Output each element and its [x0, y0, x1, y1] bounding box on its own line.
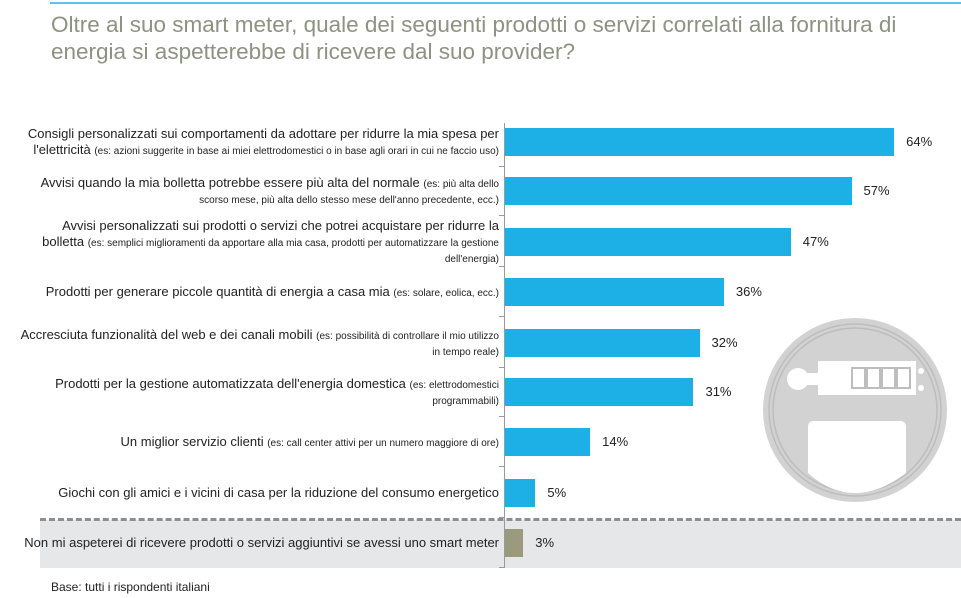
bar [505, 329, 700, 357]
data-label: 3% [535, 535, 555, 550]
data-label: 32% [711, 335, 738, 350]
category-example-text: (es: possibilità di controllare il mio u… [316, 331, 499, 358]
category-main-text: Avvisi quando la mia bolletta potrebbe e… [40, 175, 420, 190]
category-main-text: Consigli personalizzati sui comportament… [27, 126, 499, 157]
category-example-text: (es: solare, eolica, ecc.) [393, 288, 499, 299]
category-label: Consigli personalizzati sui comportament… [19, 126, 499, 158]
axis-tick [499, 215, 504, 216]
category-main-text: Avvisi personalizzati sui prodotti o ser… [42, 218, 499, 249]
axis-tick [499, 466, 504, 467]
dashed-separator [40, 518, 961, 521]
smart-meter-icon [763, 318, 947, 502]
category-label: Prodotti per la gestione automatizzata d… [19, 376, 499, 408]
data-label: 5% [547, 485, 567, 500]
category-example-text: (es: più alta dello scorso mese, più alt… [199, 179, 499, 206]
category-main-text: Un miglior servizio clienti [120, 434, 264, 449]
category-axis [504, 123, 505, 568]
bar [505, 428, 591, 456]
axis-tick [499, 266, 504, 267]
data-label: 14% [602, 434, 629, 449]
axis-tick [499, 567, 504, 568]
chart-title: Oltre al suo smart meter, quale dei segu… [51, 12, 897, 64]
axis-tick [499, 166, 504, 167]
axis-tick [499, 517, 504, 518]
data-label: 47% [802, 234, 829, 249]
data-label: 31% [705, 384, 732, 399]
bar [505, 177, 852, 205]
category-example-text: (es: semplici miglioramenti da apportare… [87, 238, 499, 265]
category-label: Prodotti per generare piccole quantità d… [19, 284, 499, 300]
category-main-text: Giochi con gli amici e i vicini di casa … [58, 485, 499, 500]
bar [505, 228, 791, 256]
category-label: Un miglior servizio clienti (es: call ce… [19, 434, 499, 450]
other-response-band [40, 520, 961, 568]
category-example-text: (es: azioni suggerite in base ai miei el… [94, 146, 499, 157]
axis-tick [499, 416, 504, 417]
data-label: 57% [863, 183, 890, 198]
category-main-text: Accresciuta funzionalità del web e dei c… [20, 327, 313, 342]
bar [505, 479, 536, 507]
base-note: Base: tutti i rispondenti italiani [51, 580, 210, 594]
axis-tick [499, 367, 504, 368]
category-label: Giochi con gli amici e i vicini di casa … [19, 485, 499, 501]
category-main-text: Prodotti per la gestione automatizzata d… [55, 376, 406, 391]
bar [505, 278, 724, 306]
bar [505, 529, 524, 557]
category-example-text: (es: elettrodomestici programmabili) [409, 380, 499, 407]
category-main-text: Prodotti per generare piccole quantità d… [45, 284, 390, 299]
bar [505, 128, 895, 156]
category-main-text: Non mi aspeterei di ricevere prodotti o … [24, 535, 499, 550]
data-label: 64% [906, 134, 933, 149]
top-rule [50, 2, 961, 4]
category-example-text: (es: call center attivi per un numero ma… [267, 438, 499, 449]
bar [505, 378, 694, 406]
category-label: Avvisi personalizzati sui prodotti o ser… [19, 218, 499, 266]
category-label: Avvisi quando la mia bolletta potrebbe e… [19, 175, 499, 207]
axis-tick [499, 316, 504, 317]
category-label: Non mi aspeterei di ricevere prodotti o … [19, 535, 499, 551]
category-label: Accresciuta funzionalità del web e dei c… [19, 327, 499, 359]
data-label: 36% [735, 284, 762, 299]
